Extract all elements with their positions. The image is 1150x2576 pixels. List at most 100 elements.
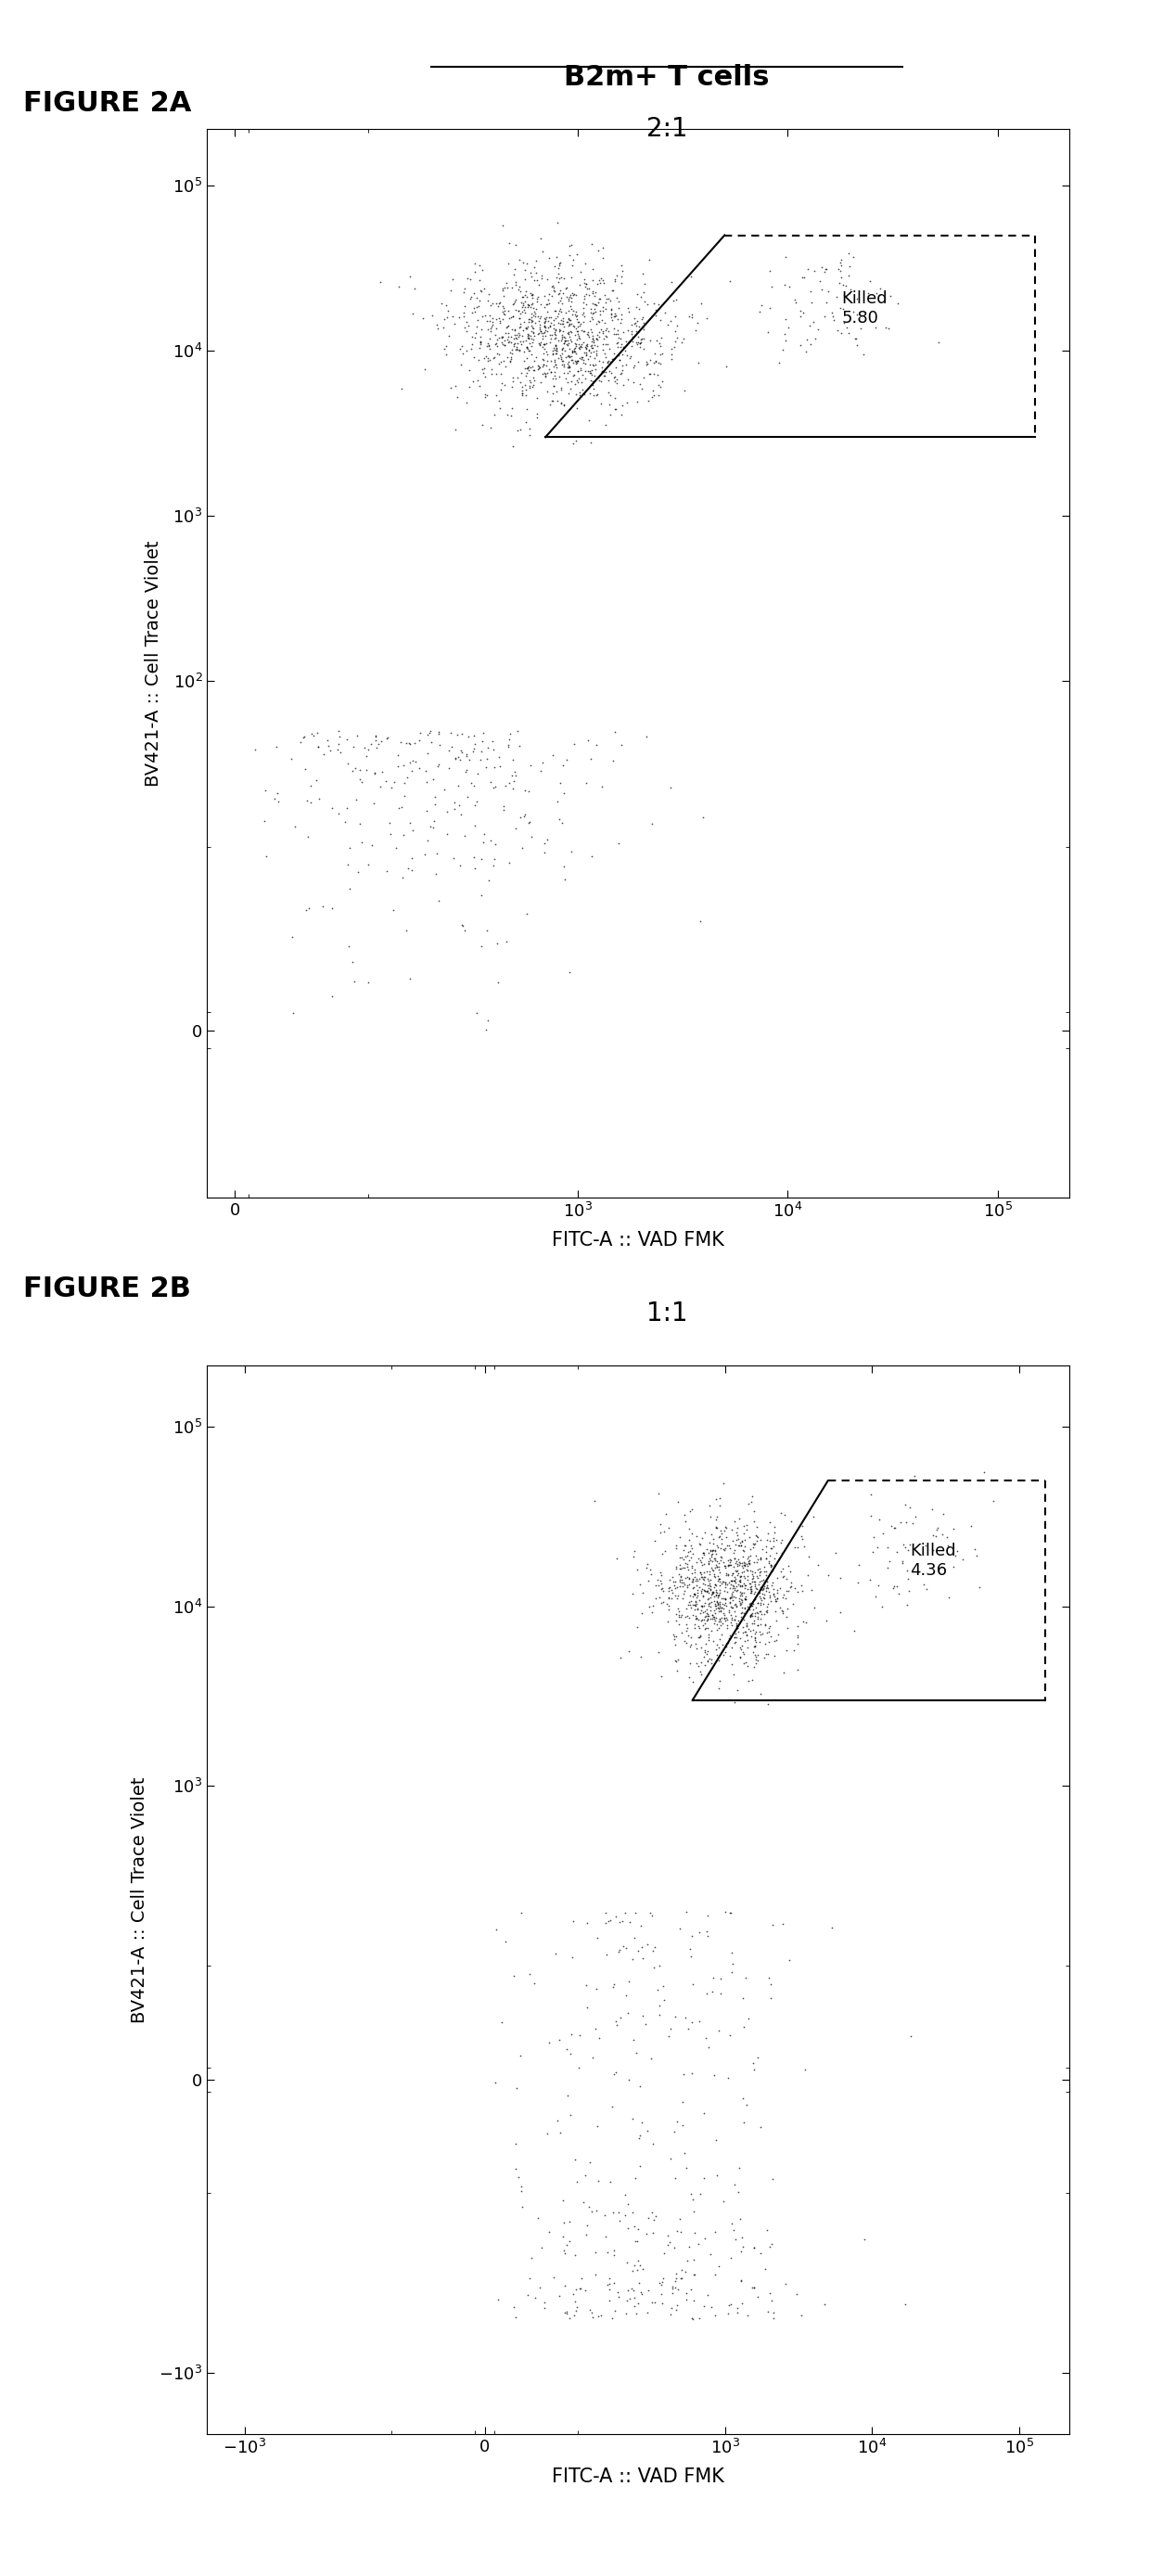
Point: [531, 312, 550, 353]
Point: [710, 1607, 728, 1649]
Point: [519, 314, 537, 355]
Point: [485, 2061, 504, 2102]
Point: [608, 322, 627, 363]
Point: [833, 240, 851, 281]
Point: [570, 374, 589, 415]
Point: [513, 374, 531, 415]
Point: [667, 2254, 685, 2295]
Point: [682, 1561, 700, 1602]
Point: [385, 762, 404, 804]
Point: [494, 788, 513, 829]
Point: [881, 276, 899, 317]
Point: [606, 260, 624, 301]
Point: [726, 1543, 744, 1584]
Point: [712, 1528, 730, 1569]
Point: [494, 276, 513, 317]
Point: [480, 325, 498, 366]
Point: [607, 276, 626, 317]
Point: [638, 1543, 657, 1584]
Point: [589, 2105, 607, 2146]
Point: [539, 2210, 558, 2251]
Point: [649, 1968, 667, 2009]
Point: [626, 304, 644, 345]
Point: [695, 1543, 713, 1584]
Point: [455, 909, 474, 951]
Point: [751, 1674, 769, 1716]
Point: [551, 304, 569, 345]
Point: [429, 747, 447, 788]
Point: [761, 1546, 780, 1587]
Point: [691, 1525, 710, 1566]
Point: [716, 1561, 735, 1602]
Point: [458, 734, 476, 775]
Point: [741, 1610, 759, 1651]
Point: [554, 845, 573, 886]
Point: [536, 304, 554, 345]
Point: [600, 2269, 619, 2311]
Point: [726, 1561, 744, 1602]
Point: [490, 381, 508, 422]
Point: [581, 301, 599, 343]
Point: [442, 714, 460, 755]
Point: [509, 268, 528, 309]
Point: [427, 853, 445, 894]
Point: [483, 301, 501, 343]
Point: [551, 309, 569, 350]
Point: [721, 1566, 739, 1607]
Point: [606, 361, 624, 402]
Point: [486, 299, 505, 340]
Point: [681, 1530, 699, 1571]
Point: [442, 366, 460, 407]
Point: [590, 301, 608, 343]
Point: [321, 729, 339, 770]
Point: [711, 1571, 729, 1613]
Point: [659, 2014, 677, 2056]
Point: [696, 1597, 714, 1638]
Point: [597, 1893, 615, 1935]
Point: [706, 1574, 724, 1615]
Point: [468, 361, 486, 402]
Point: [948, 1530, 966, 1571]
Point: [630, 322, 649, 363]
Point: [723, 1553, 742, 1595]
Point: [532, 255, 551, 296]
Point: [566, 327, 584, 368]
Point: [711, 1584, 729, 1625]
Point: [720, 2285, 738, 2326]
Point: [706, 1530, 724, 1571]
Point: [749, 1548, 767, 1589]
Point: [690, 1607, 708, 1649]
Point: [445, 788, 463, 829]
Point: [471, 270, 490, 312]
Point: [560, 317, 578, 358]
Point: [460, 739, 478, 781]
Point: [545, 2257, 564, 2298]
Point: [628, 1605, 646, 1646]
Point: [698, 1595, 716, 1636]
Point: [654, 1569, 673, 1610]
Point: [450, 296, 468, 337]
Point: [565, 724, 583, 765]
Point: [719, 1553, 737, 1595]
Point: [576, 343, 595, 384]
Point: [468, 278, 486, 319]
Point: [513, 291, 531, 332]
Point: [691, 1592, 710, 1633]
Point: [535, 286, 553, 327]
Point: [681, 1643, 699, 1685]
Point: [866, 1577, 884, 1618]
Point: [684, 1566, 703, 1607]
Point: [637, 343, 655, 384]
Point: [680, 1520, 698, 1561]
Point: [710, 1517, 728, 1558]
Point: [511, 314, 529, 355]
Point: [506, 809, 524, 850]
Point: [764, 1574, 782, 1615]
Point: [512, 304, 530, 345]
Point: [704, 1517, 722, 1558]
Point: [696, 1631, 714, 1672]
Point: [918, 1569, 936, 1610]
Point: [706, 2210, 724, 2251]
Point: [575, 309, 593, 350]
Point: [538, 278, 557, 319]
